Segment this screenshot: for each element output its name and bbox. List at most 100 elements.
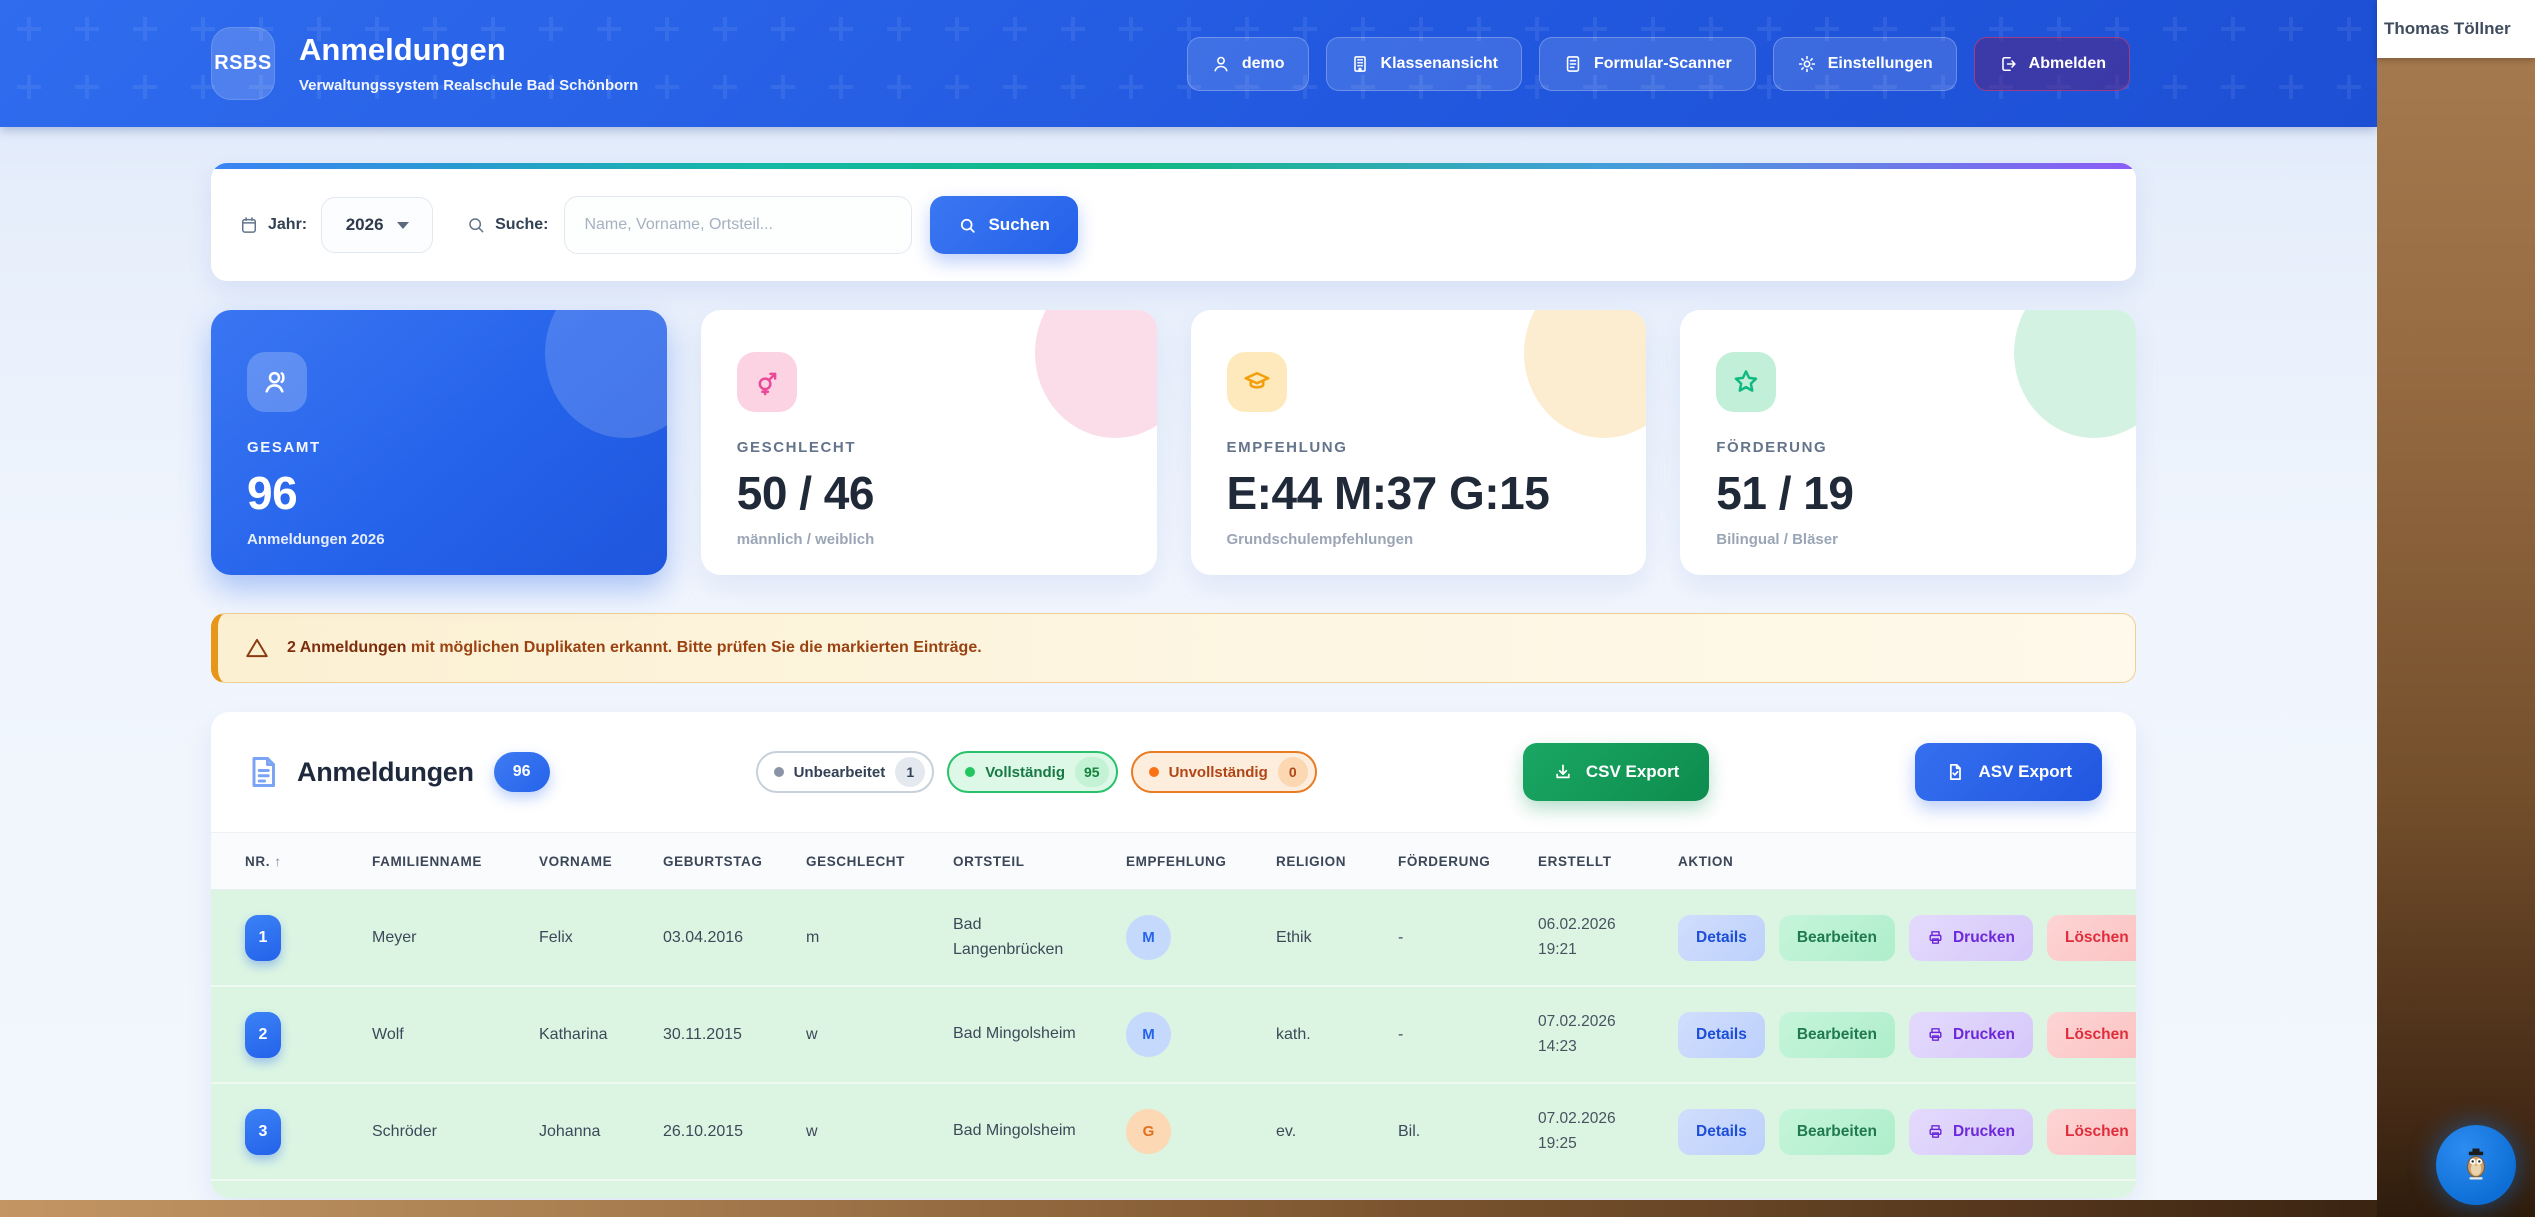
row-number-cell: 3 [245,1108,372,1155]
stat-value: 51 / 19 [1716,467,1854,519]
empfehlung-cell: M [1126,1012,1276,1057]
row-number-cell: 2 [245,1011,372,1058]
column-header-förderung[interactable]: FÖRDERUNG [1398,853,1491,869]
column-header-erstellt[interactable]: ERSTELLT [1538,853,1612,869]
status-pill-unvollstaendig[interactable]: Unvollständig 0 [1130,751,1317,793]
row-actions: Details Bearbeiten Drucken Löschen [1678,1108,2136,1155]
form-scanner-button[interactable]: Formular-Scanner [1538,36,1756,91]
table-row: 1 Meyer Felix 03.04.2016 m Bad Langenbrücken M… [211,890,2136,987]
decorative-blob [1524,310,1647,438]
stat-sub: Bilingual / Bläser [1716,531,1838,548]
vorname-cell: Felix [539,928,573,946]
search-input[interactable] [564,196,913,254]
warning-triangle-icon [246,638,268,658]
decorative-blob [2014,310,2136,438]
document-icon [252,757,275,787]
app-header: RSBS Anmeldungen Verwaltungssystem Reals… [0,0,2377,127]
details-button[interactable]: Details [1678,1108,1765,1155]
warning-text: 2 Anmeldungen mit möglichen Duplikaten e… [287,639,982,656]
logout-button[interactable]: Abmelden [1973,36,2130,91]
stat-sub: männlich / weiblich [736,531,875,548]
row-number-badge: 2 [245,1011,281,1058]
class-view-button[interactable]: Klassenansicht [1325,36,1522,91]
assistant-owl-bubble[interactable] [2436,1125,2516,1205]
details-button[interactable]: Details [1678,914,1765,961]
csv-export-button[interactable]: CSV Export [1522,743,1710,801]
geburtstag-cell: 03.04.2016 [663,928,744,946]
edit-button[interactable]: Bearbeiten [1778,914,1895,961]
stat-card-empfehlung: EMPFEHLUNG E:44 M:37 G:15 Grundschulempf… [1190,310,1647,575]
row-actions: Details Bearbeiten Drucken Löschen [1678,914,2136,961]
stat-value: E:44 M:37 G:15 [1226,467,1550,519]
column-header-religion[interactable]: RELIGION [1276,853,1347,869]
building-icon [1353,55,1366,72]
form-scanner-label: Formular-Scanner [1593,54,1732,72]
desktop-wallpaper-bottom [0,1200,2377,1217]
edit-button[interactable]: Bearbeiten [1778,1011,1895,1058]
geburtstag-cell: 26.10.2015 [663,1122,744,1140]
details-button[interactable]: Details [1678,1011,1765,1058]
year-select[interactable]: 2026 [321,197,434,253]
status-dot [1148,767,1159,777]
search-button[interactable]: Suchen [930,196,1078,254]
status-pill-unbearbeitet[interactable]: Unbearbeitet 1 [755,751,935,793]
geburtstag-cell: 30.11.2015 [663,1025,742,1043]
printer-icon [1929,931,1942,944]
status-pill-vollstaendig[interactable]: Vollständig 95 [947,751,1118,793]
file-check-icon [1950,764,1962,780]
table-body: 1 Meyer Felix 03.04.2016 m Bad Langenbrücken M… [211,890,2136,1181]
class-view-label: Klassenansicht [1380,54,1498,72]
logout-label: Abmelden [2028,54,2106,72]
settings-button[interactable]: Einstellungen [1772,36,1957,91]
gender-icon [736,352,797,412]
table-title: Anmeldungen [297,756,474,787]
column-header-geschlecht[interactable]: GESCHLECHT [806,853,906,869]
ortsteil-cell: Bad Mingolsheim [953,1025,1076,1043]
table-toolbar: Anmeldungen 96 Unbearbeitet 1 Vollständi… [211,712,2136,832]
column-header-vorname[interactable]: VORNAME [539,853,613,869]
status-count: 0 [1277,757,1308,787]
geschlecht-cell: m [806,928,820,946]
user-button[interactable]: demo [1186,36,1309,91]
column-header-geburtstag[interactable]: GEBURTSTAG [663,853,763,869]
year-select-value: 2026 [345,215,384,234]
delete-button[interactable]: Löschen [2047,1108,2136,1155]
empfehlung-badge: M [1126,1012,1171,1057]
stat-card-foerderung: FÖRDERUNG 51 / 19 Bilingual / Bläser [1680,310,2136,575]
column-header-ortsteil[interactable]: ORTSTEIL [953,853,1025,869]
vorname-cell: Katharina [539,1025,608,1043]
stat-label: GESAMT [247,439,321,456]
search-icon [469,218,484,233]
column-header-familienname[interactable]: FAMILIENNAME [372,853,482,869]
print-button[interactable]: Drucken [1908,1011,2033,1058]
familienname-cell: Wolf [372,1025,404,1043]
stat-label: EMPFEHLUNG [1226,439,1348,456]
status-pills: Unbearbeitet 1 Vollständig 95 Unvollstän… [755,751,1317,793]
table-head: NR. ↑ FAMILIENNAME VORNAME GEBURTSTAG GESCHL… [211,832,2136,890]
download-icon [1556,764,1570,779]
erstellt-cell: 07.02.2026 19:25 [1538,1109,1616,1152]
column-header-empfehlung[interactable]: EMPFEHLUNG [1126,853,1227,869]
printer-icon [1929,1125,1942,1138]
asv-export-button[interactable]: ASV Export [1915,743,2102,801]
delete-button[interactable]: Löschen [2047,914,2136,961]
status-dot [773,767,784,777]
print-button[interactable]: Drucken [1908,914,2033,961]
religion-cell: ev. [1276,1122,1297,1140]
settings-label: Einstellungen [1827,54,1933,72]
table-row-partial [211,1181,2136,1198]
edit-button[interactable]: Bearbeiten [1778,1108,1895,1155]
stat-sub: Anmeldungen 2026 [247,531,385,548]
erstellt-cell: 07.02.2026 14:23 [1538,1012,1616,1055]
status-count: 95 [1075,757,1109,787]
row-number-cell: 1 [245,914,372,961]
print-button[interactable]: Drucken [1908,1108,2033,1155]
count-badge: 96 [493,752,550,792]
column-header-aktion[interactable]: AKTION [1678,853,1734,869]
familienname-cell: Meyer [372,928,417,946]
column-header-nr[interactable]: NR. ↑ [245,853,282,869]
person-icon [1214,56,1228,71]
duplicate-warning-banner: 2 Anmeldungen mit möglichen Duplikaten e… [211,613,2136,683]
delete-button[interactable]: Löschen [2047,1011,2136,1058]
foerderung-cell: - [1398,1025,1404,1043]
